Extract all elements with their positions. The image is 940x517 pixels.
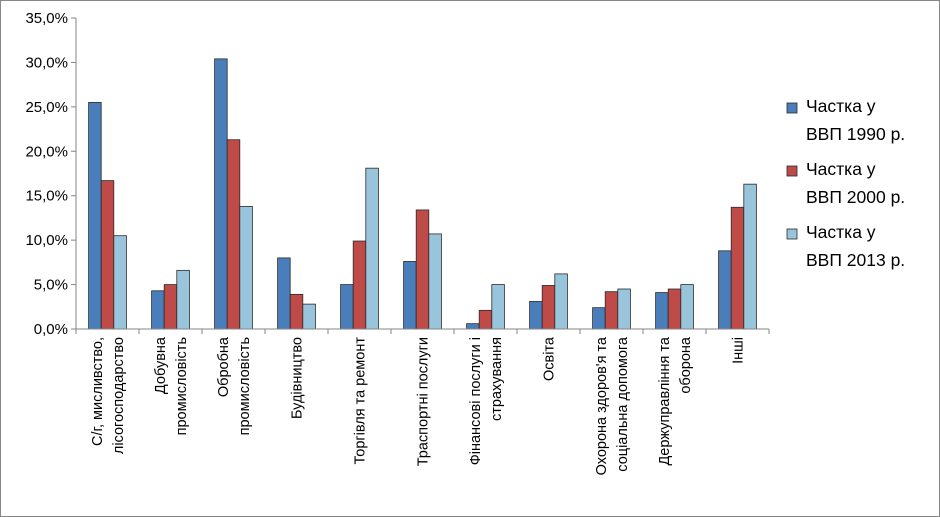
bar [554,273,568,330]
x-axis-category-labels: С/г, мисливство, лісогосподарство Добувна п… [90,336,747,475]
x-category-label: оборона [678,336,694,394]
x-category-label: Торгівля та ремонт [353,337,369,465]
bar [277,257,291,330]
bar [592,307,606,330]
bar [176,269,190,330]
y-tick-label: 25,0% [25,99,68,116]
bar [617,288,631,330]
bar [743,183,757,330]
bar [655,292,669,330]
bar [365,167,379,330]
x-category-label: Будівництво [290,337,306,419]
legend-swatch [786,102,798,114]
x-category-label: Фінансові послуги і [468,337,484,465]
bar [88,102,102,330]
bar [415,209,430,330]
x-category-label: Охорона здоров'я та [594,336,610,475]
bar [403,261,417,330]
bar [239,205,253,330]
y-axis-ticks: 0,0% 5,0% 10,0% 15,0% 20,0% 25,0% 30,0% 35,0% [25,10,76,338]
bar [163,284,178,330]
y-tick-label: 20,0% [25,143,68,160]
bar [214,58,228,330]
legend-label: Частка у [806,222,876,242]
bar [491,284,505,330]
bar [113,235,127,330]
bar [667,288,682,330]
legend: Частка у ВВП 1990 р. Частка у ВВП 2000 р. Ча… [786,96,905,270]
y-tick-label: 35,0% [25,10,68,27]
bar [730,206,745,330]
bar [151,290,165,330]
x-category-label: Освіта [542,336,558,381]
bar [604,291,619,330]
legend-swatch [786,228,798,240]
x-category-label: промисловість [174,337,190,435]
x-category-label: С/г, мисливство, [90,337,106,446]
x-category-label: соціальна допомога [615,336,631,472]
bar [428,233,442,330]
legend-label: ВВП 2013 р. [806,250,905,270]
legend-label: ВВП 1990 р. [806,124,905,144]
bars [88,58,757,330]
x-category-label: Добувна [153,336,169,394]
bar [718,250,732,330]
bar [478,309,493,330]
bar [541,285,556,330]
bar [100,180,115,330]
y-tick-label: 15,0% [25,188,68,205]
bar [352,240,367,330]
x-category-label: страхування [489,337,505,421]
bar [226,139,241,330]
legend-swatch [786,165,798,177]
bar [302,303,316,330]
bar [466,323,480,330]
x-category-label: Інші [731,337,747,364]
legend-label: Частка у [806,96,876,116]
x-category-label: промисловість [237,337,253,435]
axes [75,18,770,334]
x-category-label: Держуправління та [657,336,673,465]
bar [529,301,543,330]
y-tick-label: 10,0% [25,232,68,249]
y-tick-label: 0,0% [34,321,68,338]
bar [289,293,304,330]
x-category-label: Траспортні послуги [416,337,432,466]
bar [340,284,354,330]
x-category-label: лісогосподарство [111,337,127,454]
legend-label: Частка у [806,159,876,179]
x-category-label: Обробна [216,336,232,397]
y-tick-label: 5,0% [34,277,68,294]
y-tick-label: 30,0% [25,54,68,71]
legend-label: ВВП 2000 р. [806,187,905,207]
bar [680,284,694,330]
